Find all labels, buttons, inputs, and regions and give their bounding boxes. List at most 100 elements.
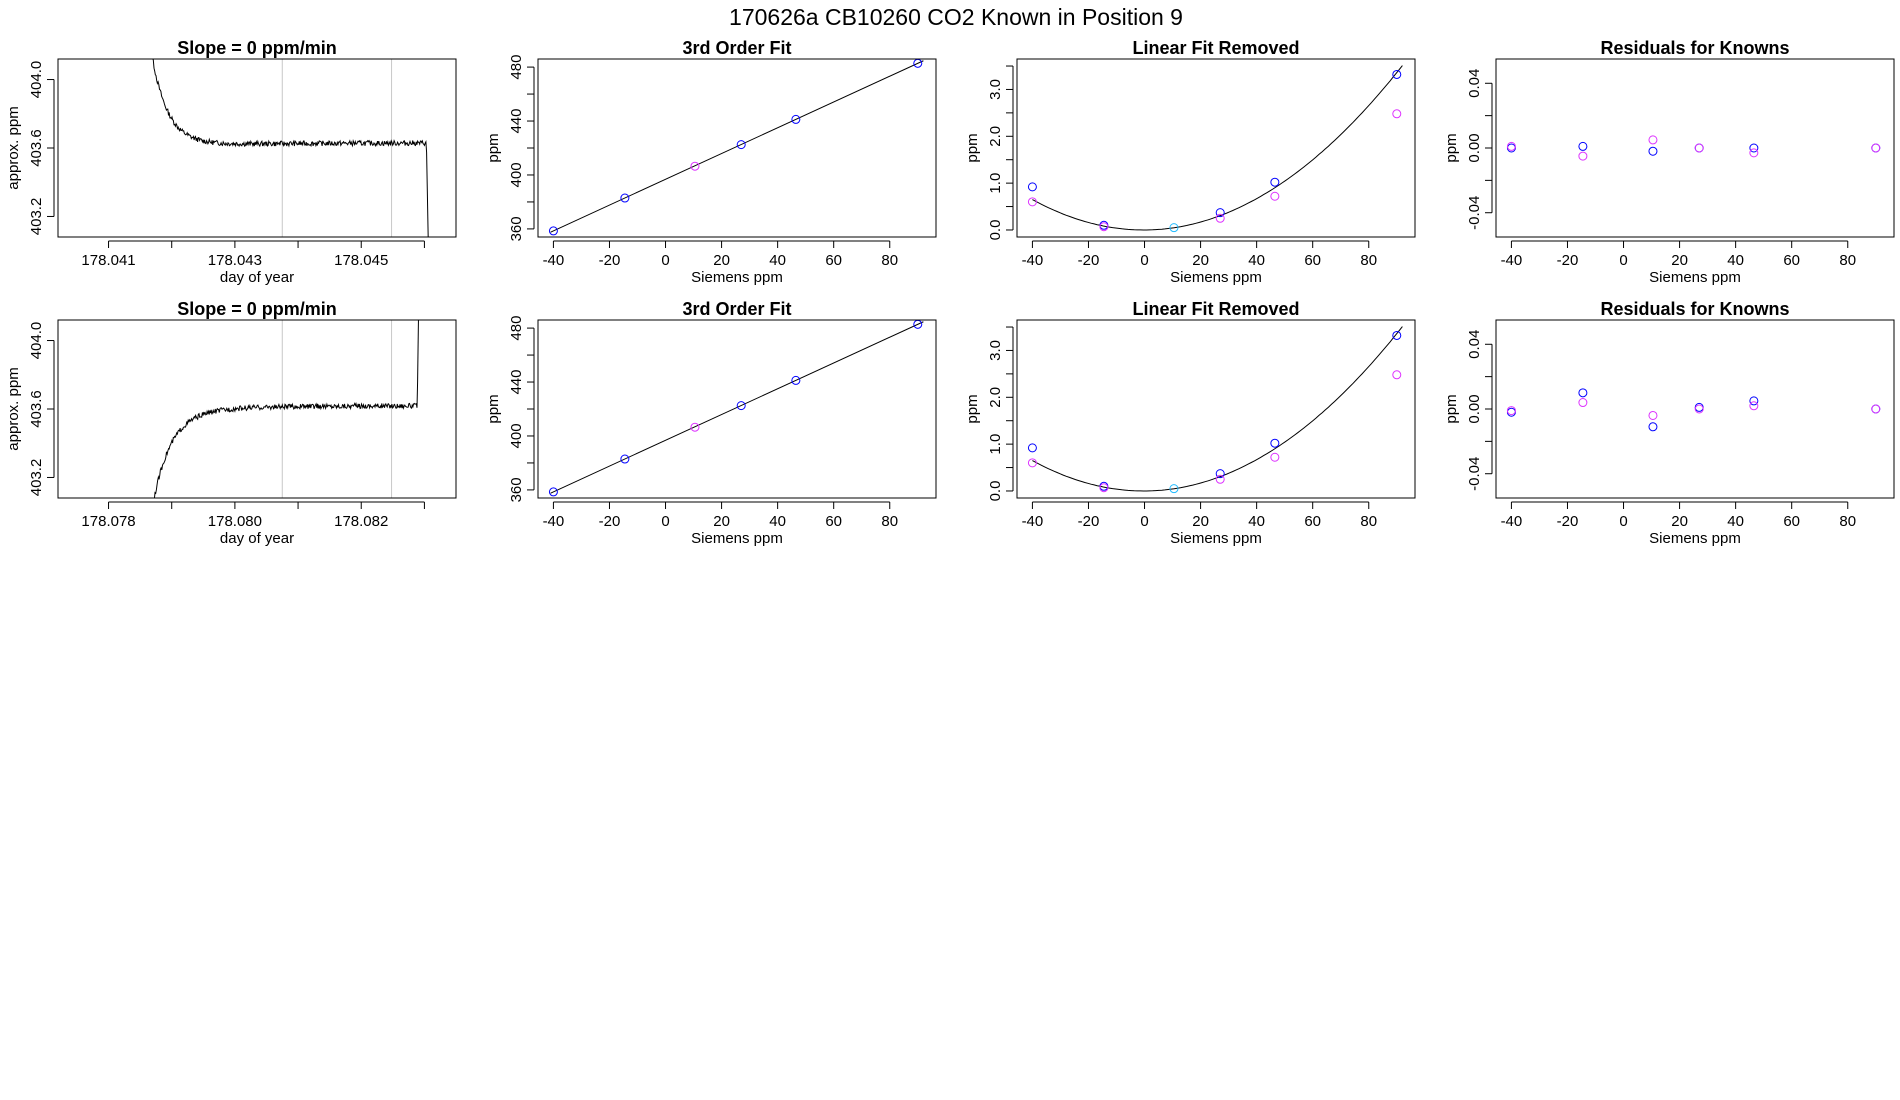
x-axis-label: Siemens ppm — [1649, 269, 1741, 286]
data-point — [1578, 398, 1588, 408]
data-point — [1749, 148, 1759, 158]
x-tick-label: 178.080 — [208, 513, 262, 530]
chart-panel-3: Linear Fit Removed -40 -20 0 20 40 60 80 0.0 1.0 2… — [964, 38, 1416, 286]
x-tick-label: 60 — [1304, 513, 1321, 530]
x-tick-label: 40 — [769, 252, 786, 269]
x-tick-label: -40 — [1501, 513, 1523, 530]
plot-area — [152, 59, 429, 237]
panel-title: Slope = 0 ppm/min — [177, 38, 337, 58]
y-tick-label: 0.00 — [1466, 394, 1483, 423]
y-tick-label: -0.04 — [1466, 196, 1483, 230]
y-tick-label: 0.00 — [1466, 133, 1483, 162]
data-point — [1749, 396, 1759, 406]
data-point — [1392, 109, 1402, 119]
y-tick-label: 0.04 — [1466, 330, 1483, 359]
x-tick-label: 60 — [1783, 252, 1800, 269]
y-axis-label: ppm — [1443, 133, 1460, 162]
plot-area — [1506, 135, 1881, 161]
panel-title: Residuals for Knowns — [1600, 299, 1789, 319]
data-point — [690, 161, 700, 171]
x-tick-label: -40 — [543, 513, 565, 530]
y-tick-label: 0.0 — [987, 220, 1004, 241]
data-point — [1215, 469, 1225, 479]
y-tick-label: 0.04 — [1466, 69, 1483, 98]
data-point — [1392, 330, 1402, 340]
x-tick-label: 40 — [1727, 252, 1744, 269]
y-tick-label: -0.04 — [1466, 457, 1483, 491]
x-axis-label: Siemens ppm — [1170, 269, 1262, 286]
x-tick-label: 80 — [881, 252, 898, 269]
x-axis-label: Siemens ppm — [691, 530, 783, 547]
plot-area — [1027, 65, 1403, 233]
data-point — [1270, 438, 1280, 448]
x-tick-label: 0 — [1140, 252, 1148, 269]
plot-area — [153, 320, 419, 498]
plot-frame — [1016, 58, 1416, 238]
y-axis-label: ppm — [964, 133, 981, 162]
x-tick-label: 80 — [1839, 252, 1856, 269]
x-tick-label: 178.045 — [334, 252, 388, 269]
data-point — [1749, 401, 1759, 411]
plot-frame — [1495, 319, 1895, 499]
data-point — [1270, 177, 1280, 187]
panel-title: 3rd Order Fit — [682, 38, 791, 58]
data-point — [1506, 406, 1516, 416]
panel-title: Linear Fit Removed — [1132, 38, 1299, 58]
x-tick-label: 60 — [1304, 252, 1321, 269]
data-point — [690, 422, 700, 432]
x-tick-label: 40 — [769, 513, 786, 530]
data-point — [1694, 404, 1704, 414]
data-point — [1270, 452, 1280, 462]
data-point — [1392, 69, 1402, 79]
y-tick-label: 404.0 — [28, 61, 45, 99]
fit-line — [550, 321, 924, 494]
x-tick-label: 40 — [1727, 513, 1744, 530]
data-point — [548, 487, 558, 497]
plot-area — [1506, 388, 1881, 432]
data-point — [1871, 404, 1881, 414]
data-point — [791, 375, 801, 385]
data-point — [1169, 223, 1179, 233]
chart-panel-1: Slope = 0 ppm/min 178.041 178.043 178.045 40… — [5, 38, 457, 286]
data-point — [1578, 388, 1588, 398]
y-axis-label: ppm — [964, 394, 981, 423]
page-title: 170626a CB10260 CO2 Known in Position 9 — [729, 4, 1183, 30]
x-tick-label: -40 — [1022, 252, 1044, 269]
x-tick-label: 40 — [1248, 513, 1265, 530]
y-tick-label: 2.0 — [987, 387, 1004, 408]
y-tick-label: 0.0 — [987, 481, 1004, 502]
data-point — [1578, 141, 1588, 151]
x-tick-label: 80 — [1839, 513, 1856, 530]
y-axis-label: approx. ppm — [5, 106, 22, 189]
data-point — [736, 401, 746, 411]
chart-panel-6: 3rd Order Fit -40 -20 0 20 40 60 80 360 400 440 480… — [485, 299, 937, 547]
x-tick-label: 0 — [661, 252, 669, 269]
x-tick-label: 20 — [713, 252, 730, 269]
data-point — [1270, 191, 1280, 201]
data-point — [1392, 370, 1402, 380]
y-axis-label: ppm — [1443, 394, 1460, 423]
y-tick-label: 2.0 — [987, 126, 1004, 147]
data-point — [1749, 143, 1759, 153]
x-tick-label: 0 — [1619, 252, 1627, 269]
y-tick-label: 3.0 — [987, 340, 1004, 361]
fit-curve — [1032, 65, 1403, 231]
x-tick-label: -20 — [599, 252, 621, 269]
plot-frame — [537, 58, 937, 238]
y-tick-label: 360 — [508, 216, 525, 241]
x-tick-label: 0 — [661, 513, 669, 530]
x-tick-label: 178.041 — [81, 252, 135, 269]
x-tick-label: 20 — [713, 513, 730, 530]
y-tick-label: 360 — [508, 477, 525, 502]
data-point — [791, 114, 801, 124]
y-tick-label: 3.0 — [987, 79, 1004, 100]
data-point — [1027, 182, 1037, 192]
x-tick-label: 20 — [1192, 252, 1209, 269]
plot-frame — [57, 58, 457, 238]
chart-panel-4: Residuals for Knowns -40 -20 0 20 40 60 80 -0.04… — [1443, 38, 1895, 286]
x-tick-label: -20 — [1557, 513, 1579, 530]
data-point — [1506, 141, 1516, 151]
x-tick-label: 20 — [1192, 513, 1209, 530]
x-tick-label: 60 — [825, 513, 842, 530]
